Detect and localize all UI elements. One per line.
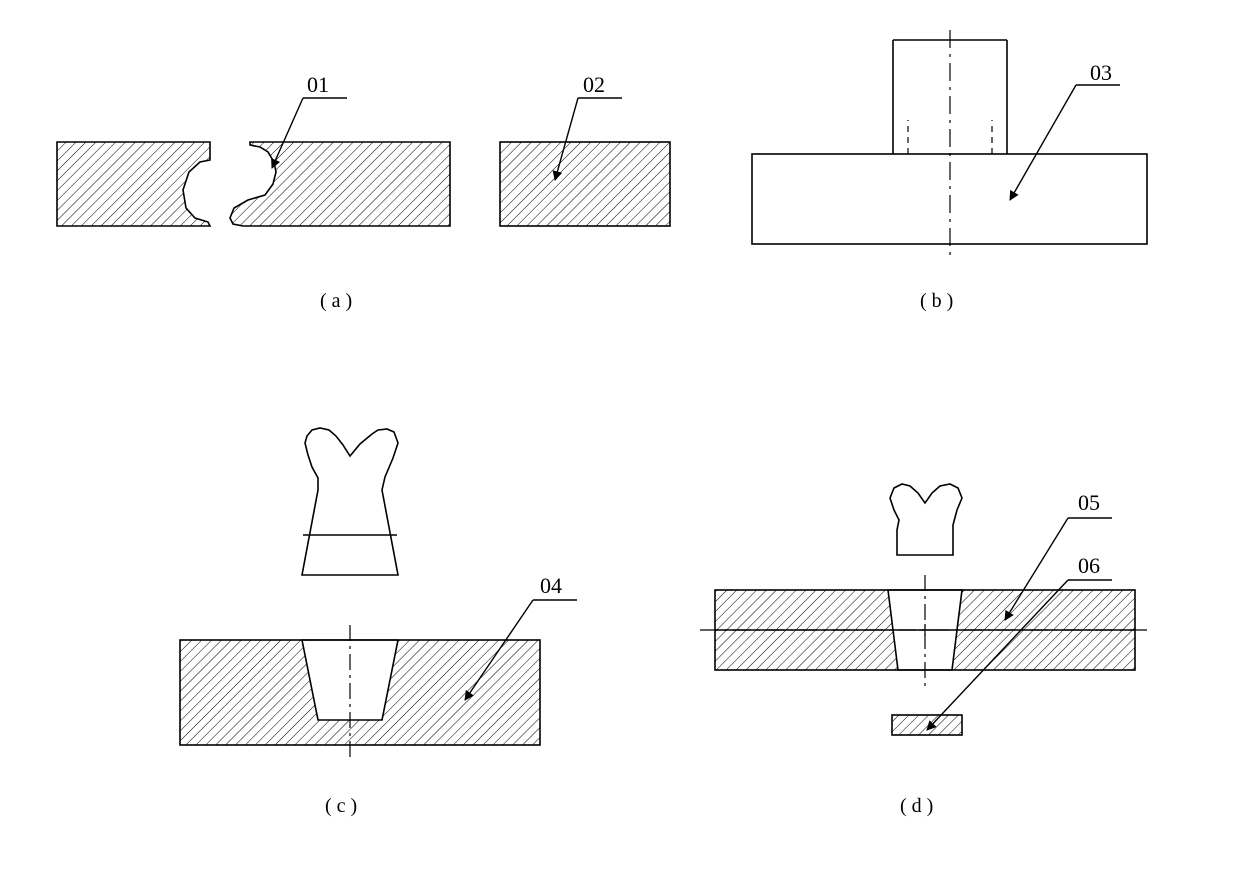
figure-stage: 01 02 03 04 05 06 ( a ) ( b ) ( c ) ( d … (0, 0, 1240, 872)
label-02: 02 (583, 72, 605, 98)
caption-c: ( c ) (325, 795, 357, 818)
figure-svg (0, 0, 1240, 872)
caption-d: ( d ) (900, 795, 933, 818)
label-05: 05 (1078, 490, 1100, 516)
caption-a: ( a ) (320, 290, 352, 313)
label-06: 06 (1078, 553, 1100, 579)
label-03: 03 (1090, 60, 1112, 86)
label-04: 04 (540, 573, 562, 599)
label-01: 01 (307, 72, 329, 98)
caption-b: ( b ) (920, 290, 953, 313)
